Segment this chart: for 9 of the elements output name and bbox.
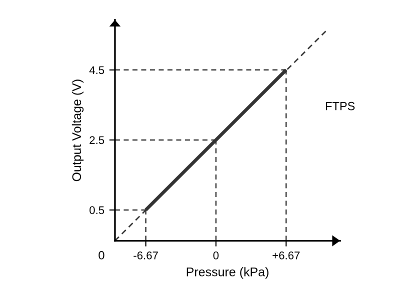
x-axis-title: Pressure (kPa)	[186, 267, 268, 279]
annotation: FTPS	[326, 102, 355, 110]
y-tick-label: 0.5	[90, 206, 104, 214]
x-tick-label: +6.67	[272, 252, 300, 260]
y-tick-label: 4.5	[89, 66, 104, 74]
x-tick-label: -6.67	[134, 252, 158, 260]
x-tick-label: 0	[213, 252, 219, 260]
y-tick-label: 2.5	[90, 136, 104, 144]
y-axis-title: Output Voltage (V)	[72, 80, 84, 182]
